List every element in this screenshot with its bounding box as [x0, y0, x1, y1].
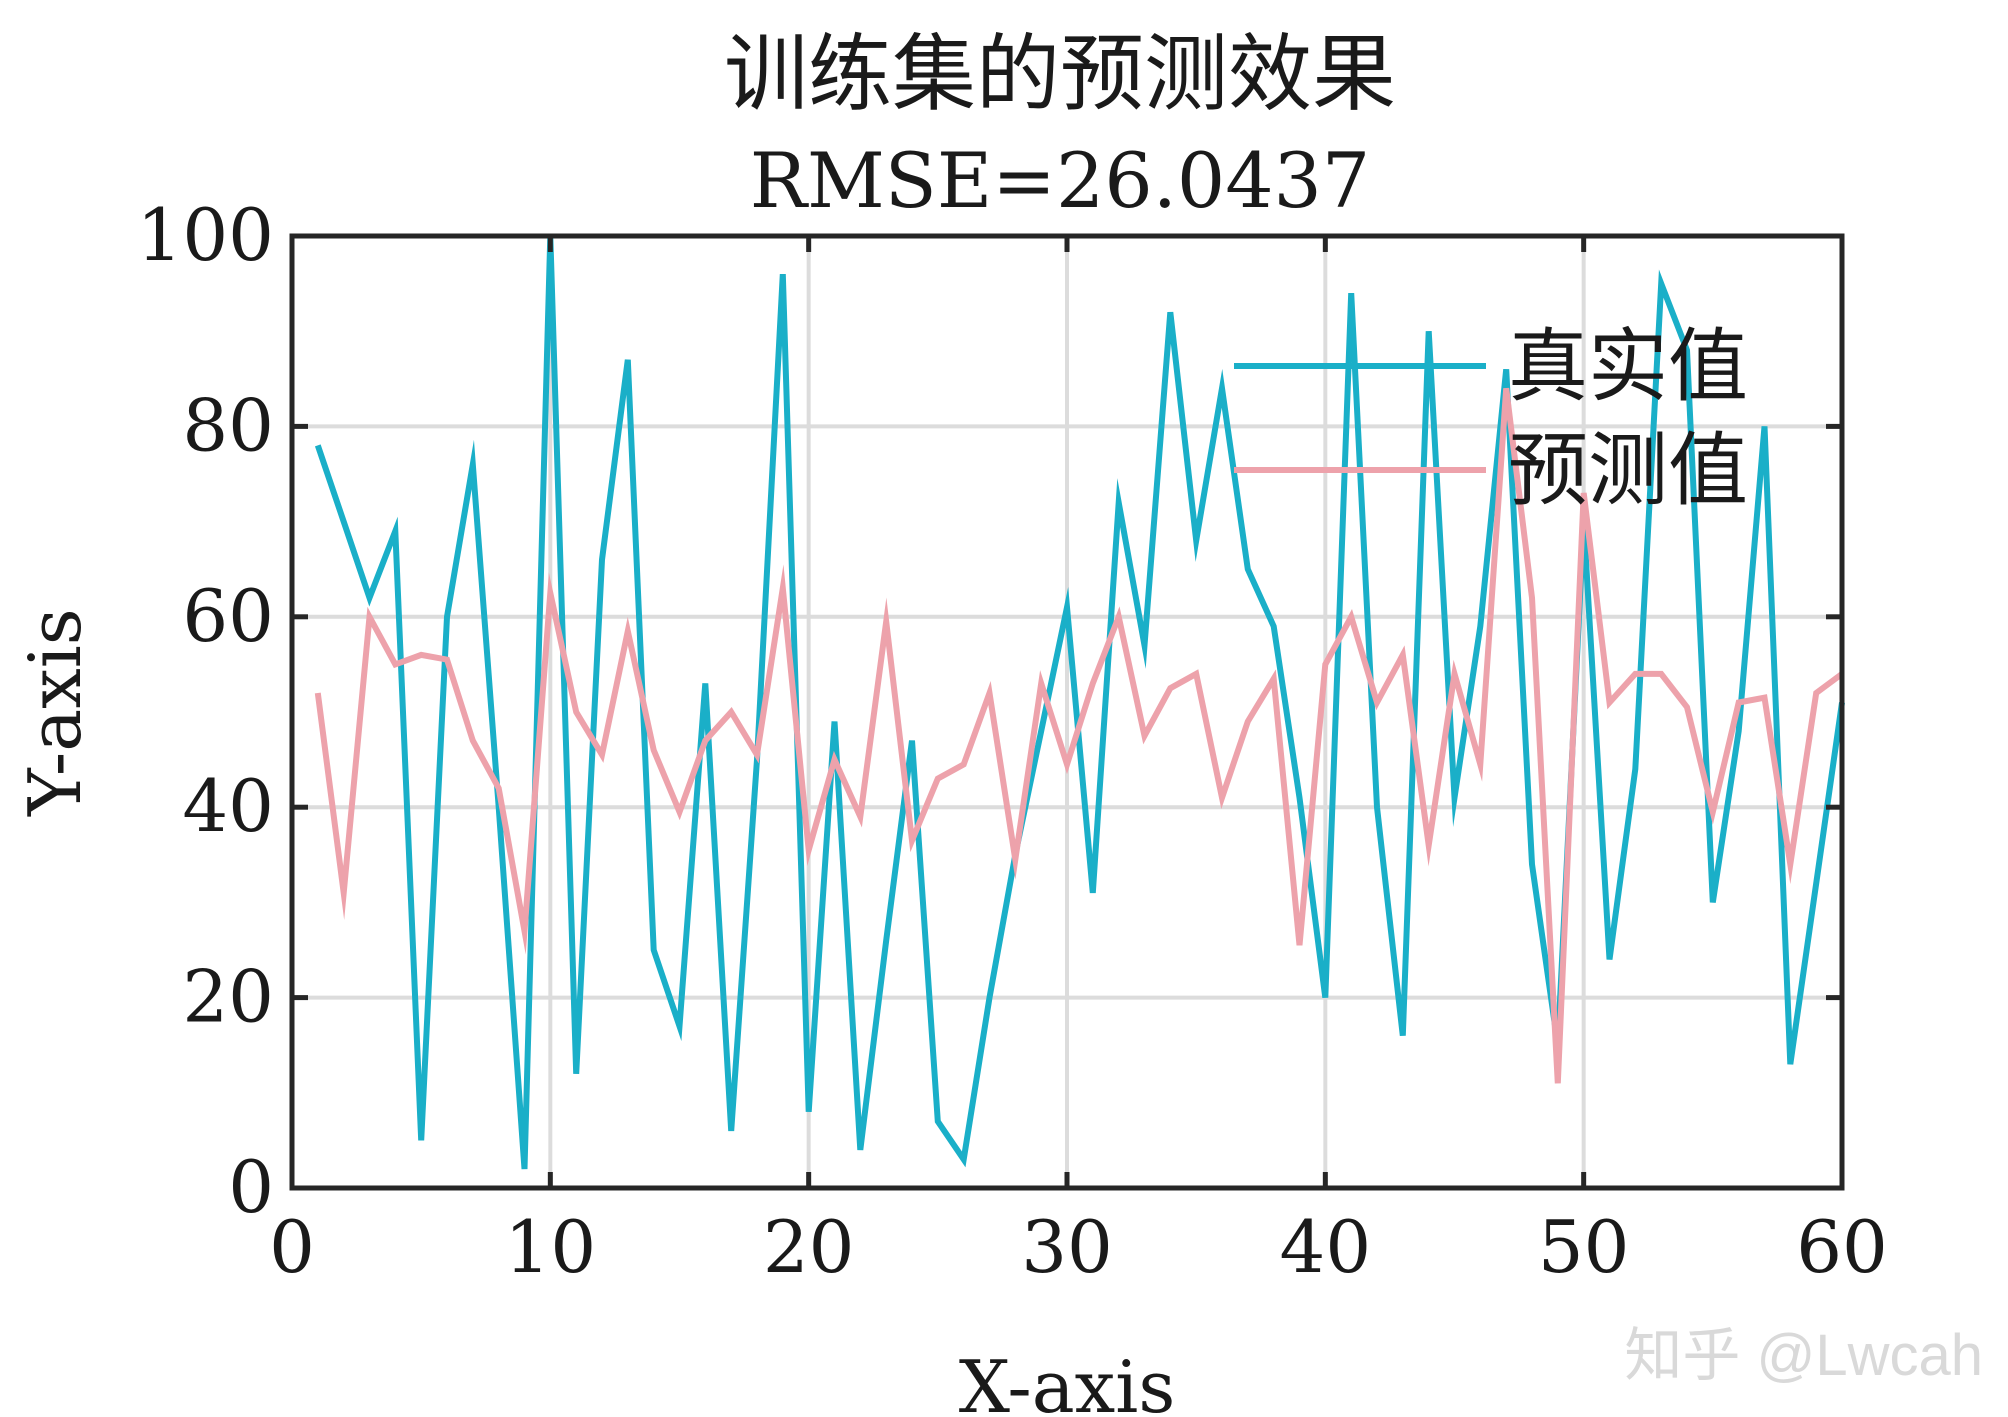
- legend-label-2: 预测值: [1508, 424, 1748, 517]
- y-tick-label: 40: [182, 764, 274, 848]
- watermark: 知乎 @Lwcah: [1624, 1323, 1983, 1388]
- x-tick-label: 20: [763, 1205, 855, 1289]
- y-axis-label: Y-axis: [13, 608, 97, 816]
- series-line-2: [314, 387, 1844, 1084]
- y-tick-label: 60: [182, 574, 274, 658]
- grid-lines: [292, 236, 1842, 1188]
- y-tick-label: 0: [228, 1145, 274, 1229]
- y-tick-label: 80: [182, 383, 274, 467]
- y-tick-label: 20: [182, 955, 274, 1039]
- series-lines: [314, 235, 1845, 1170]
- x-tick-label: 60: [1796, 1205, 1888, 1289]
- x-axis-label: X-axis: [959, 1345, 1176, 1417]
- x-tick-label: 50: [1538, 1205, 1630, 1289]
- x-tick-label: 30: [1021, 1205, 1113, 1289]
- series-line-1: [314, 235, 1845, 1170]
- y-tick-label: 100: [137, 193, 274, 277]
- legend-label-1: 真实值: [1508, 320, 1748, 413]
- chart-subtitle: RMSE=26.0437: [750, 136, 1371, 225]
- axis-ticks: 0 10 20 30 40 50 60 0 20 40 60 80 100: [137, 193, 1888, 1289]
- x-tick-label: 10: [505, 1205, 597, 1289]
- chart-title: 训练集的预测效果: [724, 25, 1396, 123]
- x-tick-label: 40: [1280, 1205, 1372, 1289]
- x-tick-label: 0: [269, 1205, 315, 1289]
